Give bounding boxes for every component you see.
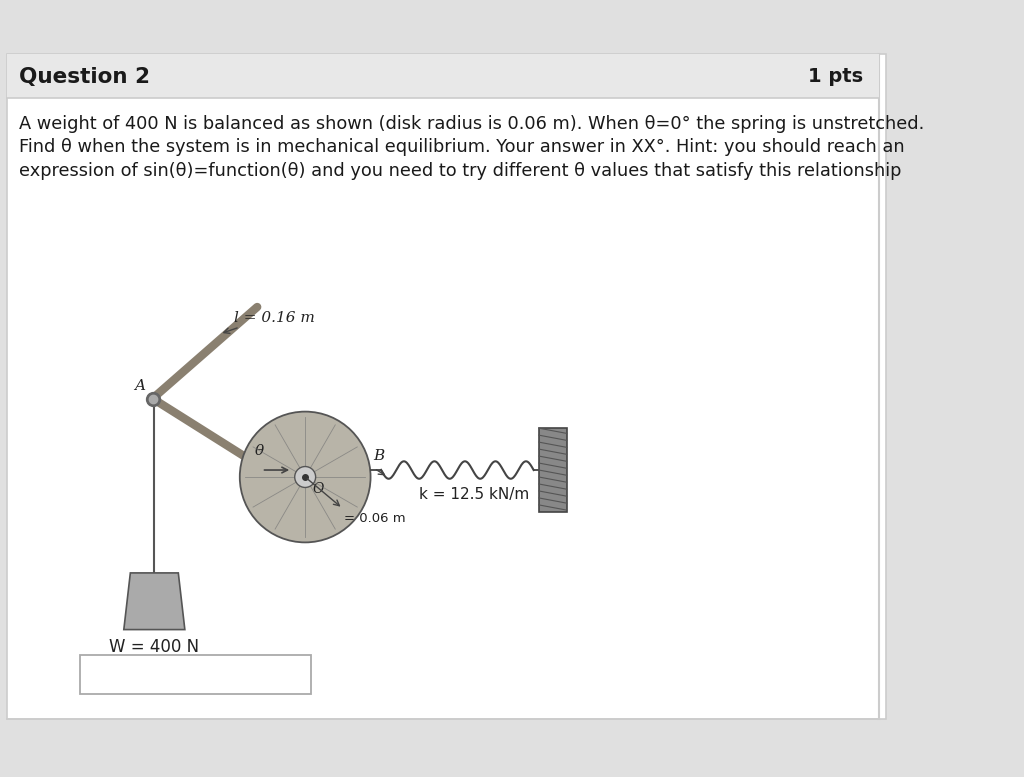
Text: B: B (373, 449, 384, 463)
Text: C: C (543, 445, 554, 459)
Text: W = 400 N: W = 400 N (110, 638, 200, 656)
Text: 1 pts: 1 pts (808, 68, 863, 86)
Text: k = 12.5 kN/m: k = 12.5 kN/m (419, 487, 528, 502)
Bar (7, 54, 879, 98)
Bar (539, 428, 566, 512)
Circle shape (240, 412, 371, 542)
Text: Question 2: Question 2 (19, 67, 151, 87)
Text: Find θ when the system is in mechanical equilibrium. Your answer in XX°. Hint: y: Find θ when the system is in mechanical … (19, 138, 905, 156)
Circle shape (295, 466, 315, 487)
Text: = 0.06 m: = 0.06 m (344, 513, 407, 525)
Polygon shape (124, 573, 185, 629)
Text: A: A (134, 379, 145, 393)
Text: θ: θ (255, 444, 264, 458)
Text: expression of sin(θ)=function(θ) and you need to try different θ values that sat: expression of sin(θ)=function(θ) and you… (19, 162, 901, 180)
Text: O: O (312, 483, 324, 497)
Bar (80, 655, 311, 694)
Text: l = 0.16 m: l = 0.16 m (233, 312, 314, 326)
Text: A weight of 400 N is balanced as shown (disk radius is 0.06 m). When θ=0° the sp: A weight of 400 N is balanced as shown (… (19, 115, 925, 133)
